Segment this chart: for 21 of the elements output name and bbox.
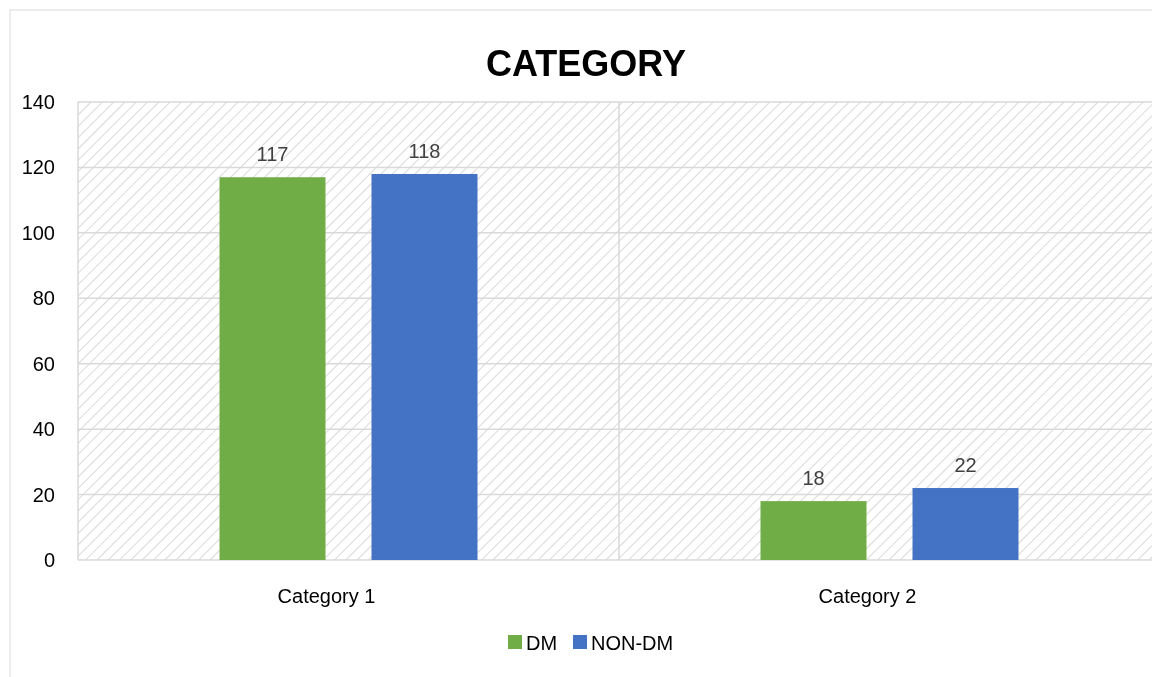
data-label: 18 (802, 467, 825, 490)
bar (760, 501, 867, 560)
bar (219, 177, 326, 560)
y-tick-label: 80 (32, 287, 55, 310)
y-tick-label: 20 (32, 483, 55, 506)
y-tick-label: 60 (32, 352, 55, 375)
bar (371, 173, 478, 560)
legend-label: DM (526, 632, 558, 654)
legend-label: NON-DM (591, 632, 674, 654)
chart-title: CATEGORY (485, 43, 687, 84)
data-label: 118 (408, 139, 441, 162)
x-tick-label: Category 2 (818, 585, 917, 607)
y-tick-label: 0 (43, 549, 55, 571)
data-label: 117 (256, 143, 289, 166)
data-label: 22 (954, 454, 977, 477)
x-tick-label: Category 1 (277, 585, 376, 607)
bar (912, 488, 1019, 560)
y-tick-label: 40 (32, 418, 55, 441)
y-tick-label: 100 (21, 221, 55, 244)
y-tick-label: 140 (21, 91, 55, 113)
y-tick-label: 120 (21, 156, 55, 179)
